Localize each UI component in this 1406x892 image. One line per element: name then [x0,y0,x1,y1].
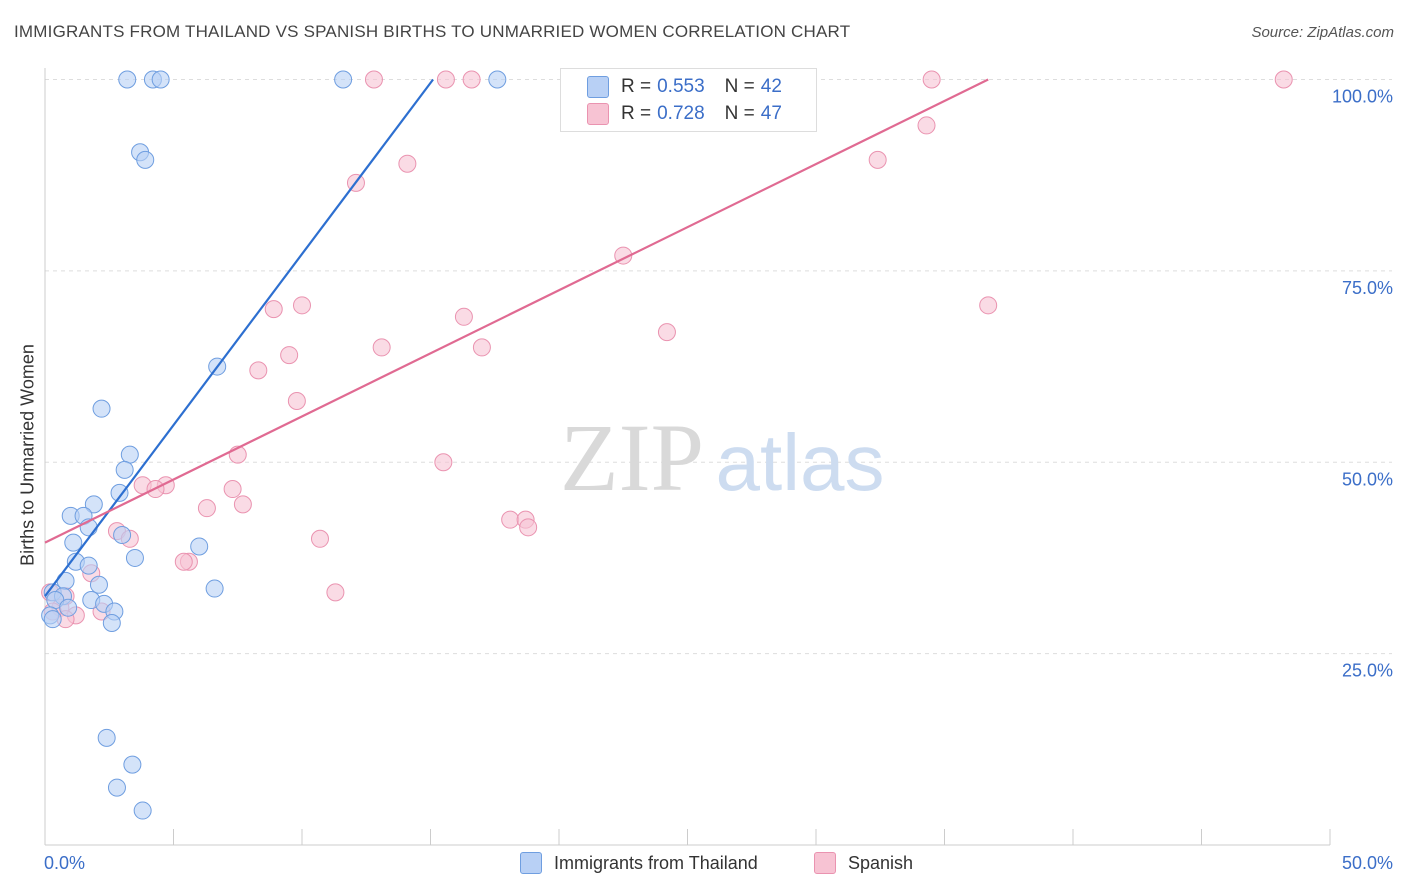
data-point-spanish [310,529,329,548]
data-point-thailand [107,778,126,797]
bottom-legend-thailand: Immigrants from Thailand [520,852,758,874]
data-point-spanish [501,510,520,529]
legend-row-thailand: R = 0.553 N = 42 [587,75,782,99]
legend-r-value: 0.553 [657,76,705,97]
bottom-legend-spanish: Spanish [814,852,913,874]
bottom-legend-swatch-thailand [520,852,542,874]
source-label: Source: ZipAtlas.com [1251,24,1394,41]
data-point-spanish [280,346,299,365]
data-point-thailand [113,525,132,544]
data-point-spanish [197,499,216,518]
legend-r-label: R = [621,76,652,97]
data-point-thailand [136,150,155,169]
legend: R = 0.553 N = 42 R = 0.728 N = 47 [560,68,817,132]
trendlines [44,78,989,597]
bottom-legend-swatch-spanish [814,852,836,874]
data-point-spanish [917,116,936,135]
y-tick-label: 100.0% [1332,87,1393,107]
data-point-thailand [89,575,108,594]
data-point-spanish [364,70,383,89]
bottom-legend-label-spanish: Spanish [848,852,914,873]
data-point-spanish [372,338,391,357]
data-point-spanish [657,323,676,342]
data-point-spanish [1274,70,1293,89]
data-point-spanish [922,70,941,89]
trendline-spanish [44,78,989,544]
gridlines [45,79,1392,655]
data-point-spanish [174,552,193,571]
data-point-thailand [59,598,78,617]
data-point-thailand [79,556,98,575]
data-point-thailand [102,614,121,633]
x-tick-label: 0.0% [44,853,85,873]
data-point-spanish [249,361,268,380]
data-point-thailand [84,495,103,514]
data-point-spanish [398,154,417,173]
series-thailand [41,70,630,820]
data-point-spanish [868,150,887,169]
data-point-thailand [123,755,142,774]
data-point-thailand [115,460,134,479]
data-point-thailand [43,610,62,629]
data-point-spanish [434,453,453,472]
data-point-thailand [110,483,129,502]
data-point-thailand [190,537,209,556]
data-point-thailand [125,548,144,567]
watermark-atlas: atlas [716,418,885,507]
data-point-spanish [326,583,345,602]
data-point-spanish [287,392,306,411]
data-point-thailand [97,728,116,747]
x-tick-label: 50.0% [1342,853,1393,873]
tick-labels: 25.0% 50.0% 75.0% 100.0% 0.0% 50.0% [44,87,1393,874]
data-point-spanish [519,518,538,537]
data-point-spanish [264,300,283,319]
chart-title: IMMIGRANTS FROM THAILAND VS SPANISH BIRT… [14,22,851,41]
legend-n-label: N = [724,76,755,97]
legend-n-label: N = [724,103,755,124]
data-point-thailand [92,399,111,418]
legend-r-label: R = [621,103,652,124]
legend-n-value: 42 [760,76,782,97]
bottom-legend-label-thailand: Immigrants from Thailand [554,852,758,873]
data-point-thailand [334,70,353,89]
axes [44,68,1331,846]
y-tick-label: 50.0% [1342,469,1393,489]
data-point-spanish [436,70,455,89]
data-point-thailand [64,533,83,552]
data-point-thailand [118,70,137,89]
data-point-spanish [293,296,311,315]
legend-swatch-spanish [587,103,609,125]
legend-row-spanish: R = 0.728 N = 47 [587,102,782,126]
data-point-spanish [454,307,473,326]
data-point-thailand [488,70,507,89]
data-point-spanish [472,338,491,357]
legend-n-value: 47 [760,103,782,124]
trendline-thailand [44,78,434,597]
data-point-spanish [233,495,252,514]
data-point-thailand [133,801,152,820]
y-tick-label: 25.0% [1342,661,1393,681]
data-point-spanish [462,70,481,89]
watermark: ZIP atlas [560,404,884,511]
y-tick-label: 75.0% [1342,278,1393,298]
watermark-zip: ZIP [560,404,704,511]
legend-swatch-thailand [587,76,609,98]
data-point-spanish [223,480,242,499]
data-point-thailand [205,579,224,598]
data-point-spanish [979,296,998,315]
data-point-thailand [120,445,139,464]
data-point-thailand [151,70,170,89]
legend-r-value: 0.728 [657,103,705,124]
